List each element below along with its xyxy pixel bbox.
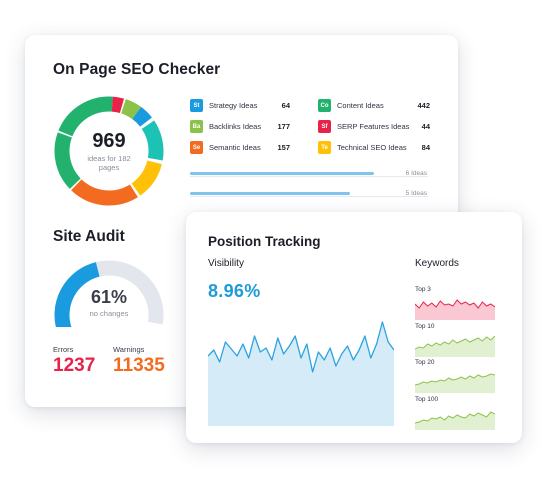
keywords-label: Keywords bbox=[415, 258, 459, 269]
idea-count: 44 bbox=[421, 122, 430, 131]
technical-seo-badge-icon: Te bbox=[318, 141, 331, 154]
ideas-bar-2-label: 5 Ideas bbox=[405, 190, 427, 197]
idea-label: SERP Features Ideas bbox=[337, 122, 410, 131]
keywords-top-100: Top 100 bbox=[415, 396, 497, 430]
idea-label: Technical SEO Ideas bbox=[337, 143, 407, 152]
idea-row-technical-seo[interactable]: Te Technical SEO Ideas 84 bbox=[318, 137, 430, 158]
backlinks-badge-icon: Ba bbox=[190, 120, 203, 133]
donut-segment bbox=[111, 96, 125, 114]
donut-segment bbox=[71, 179, 138, 206]
gauge-center: 61% no changes bbox=[53, 287, 165, 318]
top-3-sparkline bbox=[415, 299, 495, 320]
site-health-sub: no changes bbox=[89, 309, 129, 318]
keyword-bucket-label: Top 10 bbox=[415, 323, 435, 330]
total-ideas-value: 969 bbox=[92, 130, 126, 152]
ideas-list-right: Co Content Ideas 442 Sf SERP Features Id… bbox=[318, 95, 430, 158]
idea-row-semantic[interactable]: Se Semantic Ideas 157 bbox=[190, 137, 290, 158]
donut-segment bbox=[54, 132, 81, 189]
donut-segment bbox=[141, 120, 164, 161]
warnings-label: Warnings bbox=[113, 345, 145, 354]
idea-row-content[interactable]: Co Content Ideas 442 bbox=[318, 95, 430, 116]
keywords-top-20: Top 20 bbox=[415, 359, 497, 393]
site-audit-gauge: 61% no changes bbox=[53, 257, 165, 363]
idea-label: Backlinks Ideas bbox=[209, 122, 262, 131]
ideas-list-left: St Strategy Ideas 64 Ba Backlinks Ideas … bbox=[190, 95, 290, 158]
idea-label: Content Ideas bbox=[337, 101, 384, 110]
semantic-badge-icon: Se bbox=[190, 141, 203, 154]
idea-count: 442 bbox=[417, 101, 430, 110]
keywords-top-3: Top 3 bbox=[415, 286, 497, 320]
ideas-bar-2 bbox=[190, 192, 350, 195]
visibility-area-chart bbox=[208, 321, 394, 426]
serp-features-badge-icon: Sf bbox=[318, 120, 331, 133]
content-badge-icon: Co bbox=[318, 99, 331, 112]
donut-segment bbox=[131, 160, 162, 196]
top-20-sparkline bbox=[415, 373, 495, 393]
top-100-sparkline bbox=[415, 411, 495, 430]
ideas-bar-track bbox=[190, 176, 428, 177]
total-ideas-sub: ideas for 182 pages bbox=[87, 154, 131, 172]
idea-row-strategy[interactable]: St Strategy Ideas 64 bbox=[190, 95, 290, 116]
site-audit-title: Site Audit bbox=[53, 228, 125, 245]
visibility-label: Visibility bbox=[208, 258, 244, 269]
idea-count: 177 bbox=[277, 122, 290, 131]
strategy-badge-icon: St bbox=[190, 99, 203, 112]
ideas-bar-1-label: 6 Ideas bbox=[405, 170, 427, 177]
idea-count: 84 bbox=[421, 143, 430, 152]
ideas-bar-1 bbox=[190, 172, 374, 175]
idea-row-serp-features[interactable]: Sf SERP Features Ideas 44 bbox=[318, 116, 430, 137]
keyword-bucket-label: Top 100 bbox=[415, 396, 439, 403]
keyword-bucket-label: Top 20 bbox=[415, 359, 435, 366]
visibility-value: 8.96% bbox=[208, 281, 261, 301]
donut-segment bbox=[132, 106, 152, 127]
donut-segment bbox=[58, 96, 113, 137]
ideas-donut-svg bbox=[54, 96, 164, 206]
gauge-fill bbox=[54, 262, 100, 334]
idea-label: Strategy Ideas bbox=[209, 101, 258, 110]
ideas-donut-chart: 969 ideas for 182 pages bbox=[53, 95, 165, 207]
position-tracking-title: Position Tracking bbox=[208, 234, 321, 249]
visibility-line bbox=[208, 321, 394, 373]
top-10-sparkline bbox=[415, 335, 495, 357]
position-tracking-card: Position Tracking Visibility 8.96% Keywo… bbox=[186, 212, 522, 443]
idea-count: 64 bbox=[281, 101, 290, 110]
warnings-value[interactable]: 11335 bbox=[113, 355, 165, 376]
visibility-area bbox=[208, 322, 394, 426]
donut-segment bbox=[120, 99, 142, 120]
keyword-bucket-label: Top 3 bbox=[415, 286, 431, 293]
seo-checker-title: On Page SEO Checker bbox=[53, 61, 221, 78]
idea-label: Semantic Ideas bbox=[209, 143, 261, 152]
donut-center: 969 ideas for 182 pages bbox=[53, 95, 165, 207]
idea-row-backlinks[interactable]: Ba Backlinks Ideas 177 bbox=[190, 116, 290, 137]
keywords-top-10: Top 10 bbox=[415, 323, 497, 357]
idea-count: 157 bbox=[277, 143, 290, 152]
site-health-percent: 61% bbox=[90, 287, 128, 307]
errors-label: Errors bbox=[53, 345, 74, 354]
ideas-bar-track bbox=[190, 196, 428, 197]
errors-value[interactable]: 1237 bbox=[53, 355, 96, 376]
